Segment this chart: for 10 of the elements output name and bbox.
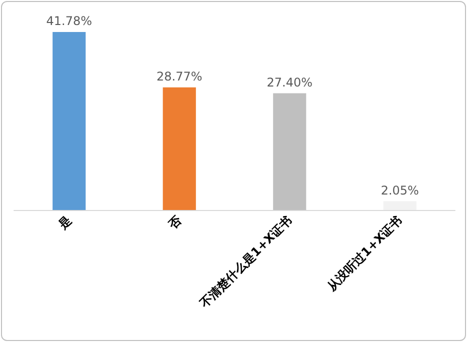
data-label: 28.77% xyxy=(156,69,202,84)
data-label: 27.40% xyxy=(266,75,313,90)
data-label: 41.78% xyxy=(46,14,92,28)
bar xyxy=(52,32,86,210)
x-tick-label: 否 xyxy=(165,212,186,232)
x-tick-label: 是 xyxy=(54,213,74,232)
data-label: 2.05% xyxy=(380,183,419,198)
bar xyxy=(162,87,196,210)
bar xyxy=(383,201,416,210)
bar xyxy=(273,93,306,210)
